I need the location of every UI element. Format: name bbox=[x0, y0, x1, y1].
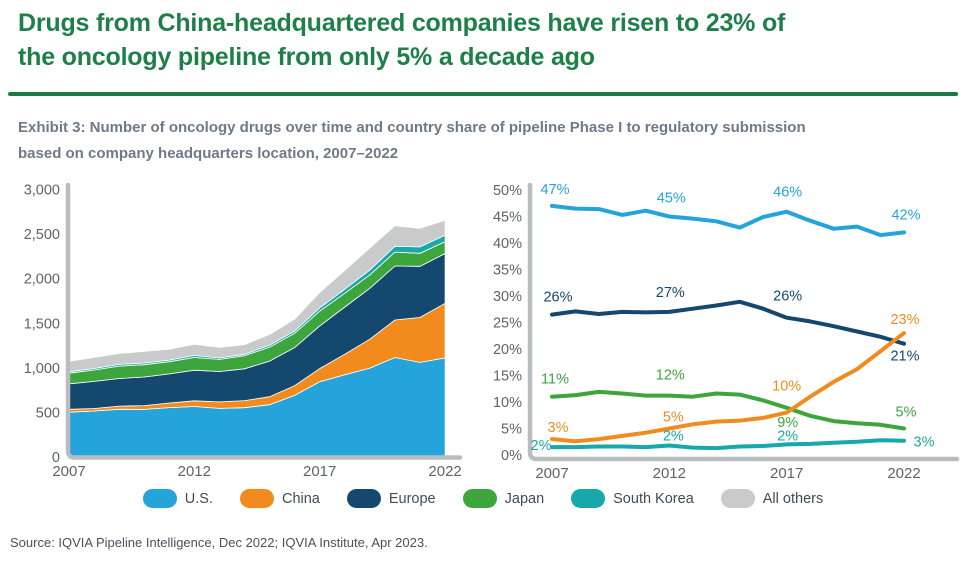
data-label-south-korea: 2% bbox=[531, 438, 552, 454]
y-tick-label: 20% bbox=[493, 342, 522, 358]
data-label-japan: 12% bbox=[656, 368, 685, 384]
x-tick-label: 2017 bbox=[770, 465, 803, 482]
x-tick-label: 2012 bbox=[178, 463, 211, 480]
line-europe bbox=[550, 299, 906, 346]
data-label-europe: 27% bbox=[656, 285, 685, 301]
y-tick-label: 35% bbox=[493, 263, 522, 279]
y-tick-label: 10% bbox=[493, 395, 522, 411]
line-u-s bbox=[550, 203, 906, 238]
line-south-korea bbox=[550, 438, 906, 451]
y-tick-label: 40% bbox=[493, 236, 522, 252]
area-all-others bbox=[69, 219, 446, 373]
y-tick-label: 45% bbox=[493, 210, 522, 226]
data-label-china: 3% bbox=[548, 420, 569, 436]
data-label-china: 23% bbox=[890, 312, 919, 328]
legend-item-china: China bbox=[239, 489, 320, 508]
exhibit-caption-line1: Exhibit 3: Number of oncology drugs over… bbox=[18, 119, 806, 136]
legend-swatch-europe bbox=[346, 489, 381, 508]
legend-swatch-all-others bbox=[720, 489, 755, 508]
y-tick-label: 1,000 bbox=[24, 361, 60, 377]
right-chart-axis bbox=[527, 182, 960, 462]
data-label-japan: 11% bbox=[541, 372, 569, 388]
y-tick-label: 15% bbox=[493, 369, 522, 385]
line-japan bbox=[550, 389, 906, 431]
legend-item-south-korea: South Korea bbox=[571, 489, 694, 508]
data-label-japan: 5% bbox=[896, 405, 917, 421]
legend-item-u-s: U.S. bbox=[142, 489, 213, 508]
data-label-u-s: 47% bbox=[540, 182, 569, 198]
y-tick-label: 0% bbox=[501, 448, 522, 464]
page-title-line2: the oncology pipeline from only 5% a dec… bbox=[18, 43, 595, 71]
source-note: Source: IQVIA Pipeline Intelligence, Dec… bbox=[10, 535, 428, 550]
legend-item-japan: Japan bbox=[462, 489, 545, 508]
data-label-europe: 26% bbox=[773, 289, 802, 305]
x-tick-label: 2022 bbox=[887, 465, 920, 482]
chart-legend: U.S. China Europe Japan South Korea All other… bbox=[0, 489, 966, 508]
x-tick-label: 2012 bbox=[653, 465, 686, 482]
legend-swatch-south-korea bbox=[571, 489, 606, 508]
share-line-chart: 0% 5% 10% 15% 20% 25% 30% 35% 40% 45% 50% 2007 2012 2… bbox=[480, 176, 966, 492]
data-label-europe: 26% bbox=[543, 290, 572, 306]
x-tick-label: 2017 bbox=[303, 463, 336, 480]
legend-item-all-others: All others bbox=[720, 489, 824, 508]
x-tick-label: 2007 bbox=[535, 465, 568, 482]
page-title-line1: Drugs from China-headquartered companies… bbox=[18, 9, 786, 37]
line-china bbox=[550, 331, 906, 444]
y-tick-label: 2,500 bbox=[24, 227, 60, 243]
stacked-area-svg: 0 500 1,000 1,500 2,000 2,500 3,000 2007 2012 201… bbox=[24, 182, 463, 480]
y-tick-label: 5% bbox=[501, 422, 522, 438]
legend-label: U.S. bbox=[184, 490, 213, 507]
y-tick-label: 500 bbox=[36, 405, 60, 421]
exhibit-caption: Exhibit 3: Number of oncology drugs over… bbox=[18, 115, 958, 167]
x-tick-label: 2022 bbox=[428, 463, 461, 480]
data-label-u-s: 42% bbox=[891, 207, 920, 223]
y-tick-label: 1,500 bbox=[24, 316, 60, 332]
y-tick-label: 30% bbox=[493, 289, 522, 305]
y-tick-label: 0 bbox=[52, 450, 60, 466]
stacked-areas bbox=[69, 219, 446, 458]
legend-swatch-u-s bbox=[142, 489, 177, 508]
data-label-south-korea: 3% bbox=[914, 435, 935, 451]
x-tick-label: 2007 bbox=[52, 463, 85, 480]
y-tick-label: 2,000 bbox=[24, 272, 60, 288]
legend-swatch-japan bbox=[462, 489, 497, 508]
page-title: Drugs from China-headquartered companies… bbox=[18, 6, 958, 74]
legend-label: All others bbox=[762, 490, 824, 507]
y-tick-label: 3,000 bbox=[24, 183, 60, 199]
exhibit-caption-line2: based on company headquarters location, … bbox=[18, 145, 399, 162]
data-label-u-s: 45% bbox=[657, 191, 686, 207]
data-label-china: 5% bbox=[663, 410, 684, 426]
stacked-area-chart: 0 500 1,000 1,500 2,000 2,500 3,000 2007 2012 201… bbox=[10, 176, 480, 492]
data-label-south-korea: 2% bbox=[777, 428, 798, 444]
data-label-china: 10% bbox=[772, 379, 801, 395]
line-chart-svg: 0% 5% 10% 15% 20% 25% 30% 35% 40% 45% 50% 2007 2012 2… bbox=[493, 182, 960, 482]
legend-label: Europe bbox=[388, 490, 436, 507]
data-label-south-korea: 2% bbox=[663, 429, 684, 445]
legend-label: China bbox=[281, 490, 320, 507]
legend-label: South Korea bbox=[613, 490, 694, 507]
title-divider bbox=[8, 92, 958, 96]
legend-swatch-china bbox=[239, 489, 274, 508]
legend-label: Japan bbox=[504, 490, 545, 507]
legend-item-europe: Europe bbox=[346, 489, 436, 508]
data-label-japan: 9% bbox=[777, 415, 798, 431]
data-label-u-s: 46% bbox=[773, 185, 802, 201]
left-chart-axis bbox=[65, 182, 463, 460]
y-tick-label: 50% bbox=[493, 183, 522, 199]
y-tick-label: 25% bbox=[493, 316, 522, 332]
data-label-europe: 21% bbox=[890, 349, 919, 365]
